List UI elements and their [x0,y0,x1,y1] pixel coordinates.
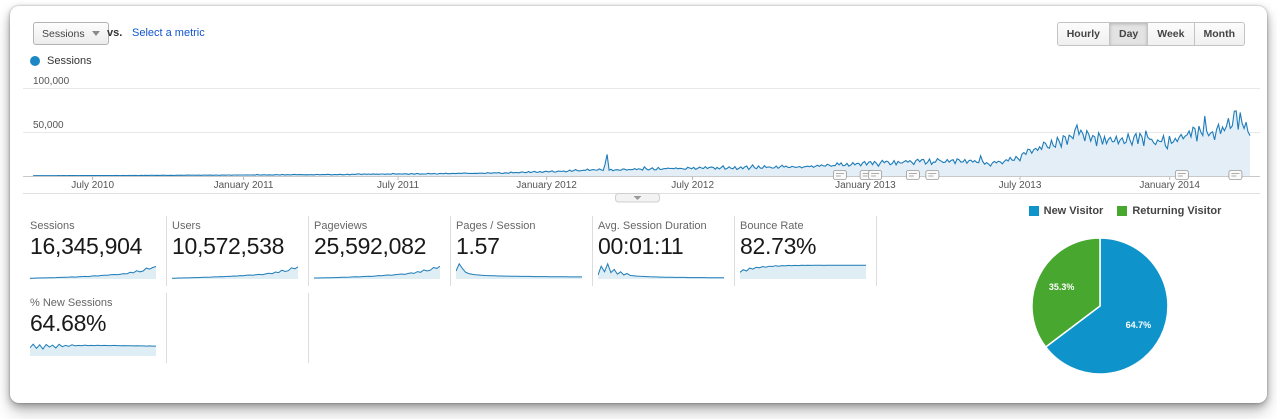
scorecard-pageviews[interactable]: Pageviews 25,592,082 [309,216,451,286]
scorecard-label: Sessions [30,220,75,232]
x-axis-tick-label: July 2010 [71,180,114,191]
scorecard-sparkline [30,343,156,356]
x-axis-tick-label: July 2011 [377,180,420,191]
toolbar: Sessions vs. Select a metric Hourly Day … [10,20,1267,46]
y-axis-tick-label: 100,000 [33,76,70,87]
scorecard-sparkline [314,265,440,279]
scorecard-label: Pageviews [314,220,368,232]
scorecard-sparkline [172,266,298,279]
annotation-marker-icon[interactable] [1174,170,1189,180]
select-a-metric-link[interactable]: Select a metric [132,27,205,39]
pie-slice-returning-visitor[interactable] [1032,238,1101,349]
vs-label: vs. [107,27,123,39]
scorecard-value: 64.68% [30,310,107,336]
scorecard-row: Sessions 16,345,904 Users 10,572,538 Pag… [25,216,925,293]
scorecard-label: Pages / Session [456,220,536,232]
scorecards: Sessions 16,345,904 Users 10,572,538 Pag… [25,216,925,370]
scorecard-value: 82.73% [740,233,817,259]
x-axis-tick-label: January 2014 [1139,180,1200,191]
pie-legend-label: Returning Visitor [1132,205,1222,217]
pie-legend-item-returning-visitor: Returning Visitor [1117,205,1221,217]
scorecard-row: % New Sessions 64.68% [25,293,925,370]
pie-legend-item-new-visitor: New Visitor [1028,205,1104,217]
scorecard-pages-per-session[interactable]: Pages / Session 1.57 [451,216,593,286]
x-axis-tick-label: January 2011 [214,180,274,191]
scorecard-sparkline [456,262,582,279]
scorecard-users[interactable]: Users 10,572,538 [167,216,309,286]
annotations-collapse-tab[interactable] [615,193,660,203]
x-axis-tick-label: January 2013 [835,180,896,191]
annotation-marker-icon[interactable] [925,170,940,180]
scorecard-value: 16,345,904 [30,233,143,259]
granularity-button-week[interactable]: Week [1148,22,1195,46]
scorecard-label: Bounce Rate [740,220,804,232]
y-axis-tick-label: 50,000 [33,120,64,131]
scorecard-label: % New Sessions [30,297,113,309]
granularity-button-day[interactable]: Day [1109,22,1149,46]
pie-legend: New Visitor Returning Visitor [1010,205,1240,217]
annotation-marker-icon[interactable] [868,170,883,180]
granularity-button-month[interactable]: Month [1194,22,1245,46]
scorecard-sparkline [740,264,866,279]
sessions-line [32,110,1251,177]
sessions-area-fill [33,110,1250,176]
series-legend: Sessions [30,55,92,67]
scorecard-sessions[interactable]: Sessions 16,345,904 [25,216,167,286]
annotation-marker-icon[interactable] [1228,170,1243,180]
scorecard-bounce-rate[interactable]: Bounce Rate 82.73% [735,216,877,286]
analytics-overview-panel: Sessions vs. Select a metric Hourly Day … [10,6,1267,403]
pie-slice-percentage-label: 35.3% [1049,282,1075,292]
granularity-button-group: Hourly Day Week Month [1056,22,1245,46]
pie-slice-new-visitor[interactable] [1044,238,1168,374]
scorecard-value: 00:01:11 [598,233,684,259]
sessions-timeseries-chart[interactable]: 100,000 50,000 July 2010 January 2011 July 2… [23,66,1260,208]
scorecard-value: 25,592,082 [314,233,427,259]
x-axis-tick-label: January 2012 [516,180,577,191]
new-visitor-swatch-icon [1028,206,1039,216]
scorecard-sparkline [598,262,724,279]
returning-visitor-swatch-icon [1117,206,1128,216]
x-axis-tick-label: July 2012 [671,180,714,191]
metric-selector-value: Sessions [42,27,85,40]
scorecard-label: Users [172,220,201,232]
visitor-type-pie-chart[interactable]: 64.7% 35.3% [1032,238,1168,374]
scorecard-avg-session-duration[interactable]: Avg. Session Duration 00:01:11 [593,216,735,286]
scorecard-label: Avg. Session Duration [598,220,707,232]
scorecard-sparkline [30,266,156,279]
scorecard-value: 1.57 [456,233,500,259]
x-axis-tick-label: July 2013 [999,180,1042,191]
pie-slice-percentage-label: 64.7% [1126,320,1152,330]
scorecard-percent-new-sessions[interactable]: % New Sessions 64.68% [25,293,167,363]
chevron-down-icon [91,31,100,36]
chevron-down-icon [633,196,642,200]
annotation-marker-icon[interactable] [832,170,847,180]
series-legend-dot-icon [30,56,40,66]
scorecard-empty-cell [167,293,309,363]
annotation-marker-icon[interactable] [905,170,920,180]
pie-legend-label: New Visitor [1043,205,1104,217]
series-legend-label: Sessions [47,55,92,67]
scorecard-value: 10,572,538 [172,233,285,259]
granularity-button-hourly[interactable]: Hourly [1056,22,1110,46]
metric-selector-dropdown[interactable]: Sessions [33,22,109,45]
